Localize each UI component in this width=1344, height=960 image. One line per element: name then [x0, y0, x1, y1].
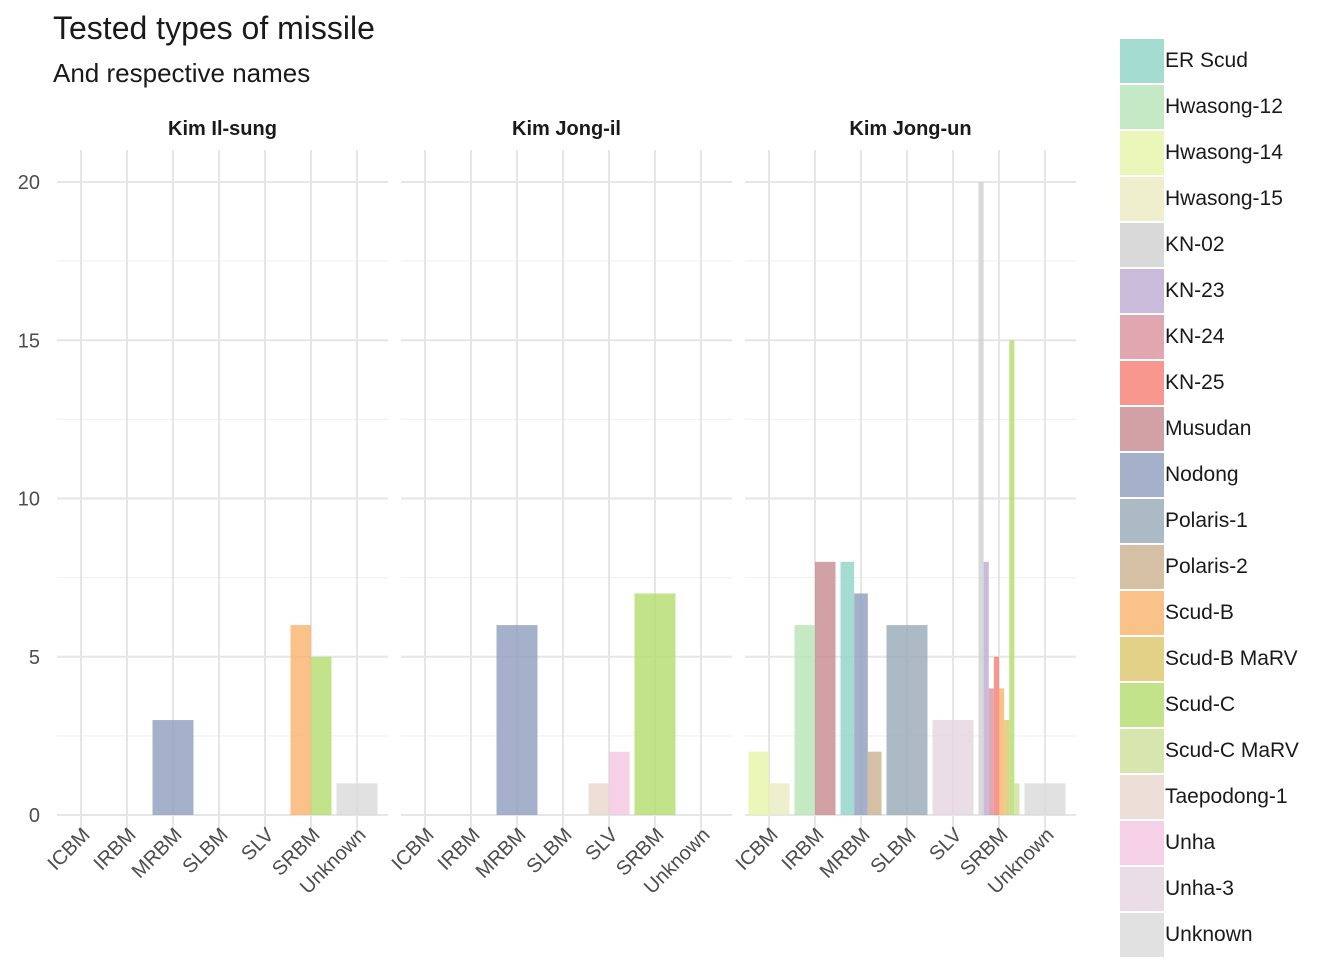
legend-key	[1120, 821, 1164, 865]
legend-key	[1120, 269, 1164, 313]
legend-label: KN-23	[1165, 279, 1225, 302]
bar-kim-il-sung-srbm-scud-c	[311, 656, 332, 815]
bar-kim-jong-il-slv-unha	[609, 751, 630, 815]
legend-key	[1120, 591, 1164, 635]
bar-kim-jong-un-icbm-hwasong-14	[748, 751, 769, 815]
bar-kim-jong-un-srbm-kn-24	[988, 688, 994, 815]
x-tick-label: SLBM	[522, 824, 576, 878]
bar-kim-jong-un-srbm-kn-25	[993, 656, 999, 815]
legend-label: Unknown	[1165, 923, 1253, 946]
y-tick-label: 0	[29, 805, 40, 827]
bar-kim-jong-un-unknown-unknown	[1024, 783, 1066, 815]
bar-kim-jong-un-srbm-scud-c	[1009, 340, 1015, 815]
x-tick-label: ICBM	[44, 824, 95, 875]
y-tick-label: 15	[18, 330, 40, 352]
legend-key	[1120, 775, 1164, 819]
legend-key	[1120, 729, 1164, 773]
legend-key	[1120, 499, 1164, 543]
legend-key	[1120, 39, 1164, 83]
legend-key	[1120, 637, 1164, 681]
legend-label: ER Scud	[1165, 49, 1248, 72]
legend-key	[1120, 913, 1164, 957]
legend-key	[1120, 453, 1164, 497]
legend-key	[1120, 315, 1164, 359]
legend-label: Hwasong-12	[1165, 95, 1283, 118]
legend-label: Polaris-2	[1165, 555, 1248, 578]
x-tick-label: MRBM	[816, 824, 875, 883]
panel-title-kim-jong-il: Kim Jong-il	[512, 118, 621, 140]
x-tick-label: SLBM	[866, 824, 920, 878]
legend-label: Scud-C	[1165, 693, 1236, 716]
legend-label: KN-25	[1165, 371, 1225, 394]
legend-label: Hwasong-14	[1165, 141, 1283, 164]
legend-key	[1120, 85, 1164, 129]
panel-title-kim-jong-un: Kim Jong-un	[849, 118, 971, 140]
x-tick-label: ICBM	[732, 824, 783, 875]
legend-label: Scud-B	[1165, 601, 1234, 624]
chart-subtitle: And respective names	[53, 58, 311, 88]
legend-label: Unha	[1165, 831, 1216, 854]
legend-label: Polaris-1	[1165, 509, 1248, 532]
bar-kim-jong-un-slbm-polaris-1	[886, 625, 928, 815]
legend-key	[1120, 223, 1164, 267]
legend-label: Scud-C MaRV	[1165, 739, 1299, 762]
legend-key	[1120, 545, 1164, 589]
legend-label: KN-02	[1165, 233, 1225, 256]
bar-kim-jong-un-slv-unha-3	[932, 720, 974, 815]
x-tick-label: SLBM	[178, 824, 232, 878]
bar-kim-il-sung-mrbm-nodong	[152, 720, 194, 815]
legend-key	[1120, 683, 1164, 727]
y-tick-label: 20	[18, 172, 40, 194]
bar-kim-jong-un-srbm-scud-b-marv	[1004, 720, 1010, 815]
bar-kim-il-sung-unknown-unknown	[336, 783, 378, 815]
bar-kim-jong-un-mrbm-er-scud	[840, 561, 855, 815]
bar-kim-jong-un-mrbm-nodong	[854, 593, 868, 815]
y-tick-label: 10	[18, 489, 40, 511]
x-tick-label: ICBM	[388, 824, 439, 875]
legend-key	[1120, 131, 1164, 175]
bar-kim-jong-un-icbm-hwasong-15	[769, 783, 790, 815]
bar-kim-jong-un-mrbm-polaris-2	[867, 751, 882, 815]
legend-label: Musudan	[1165, 417, 1252, 440]
legend-key	[1120, 361, 1164, 405]
bar-kim-jong-un-srbm-kn-02	[978, 182, 984, 815]
y-tick-label: 5	[29, 647, 40, 669]
bar-kim-jong-il-slv-taepodong-1	[588, 783, 609, 815]
bar-kim-jong-un-srbm-scud-c-marv	[1014, 783, 1020, 815]
bar-kim-jong-il-mrbm-nodong	[496, 625, 538, 815]
x-tick-label: MRBM	[128, 824, 187, 883]
chart-title: Tested types of missile	[53, 10, 375, 46]
panel-title-kim-il-sung: Kim Il-sung	[168, 118, 277, 140]
legend-label: Taepodong-1	[1165, 785, 1288, 808]
bar-kim-jong-il-srbm-scud-c	[634, 593, 676, 815]
bar-kim-jong-un-srbm-kn-23	[983, 561, 989, 815]
bar-kim-il-sung-srbm-scud-b	[290, 625, 311, 815]
x-tick-label: MRBM	[472, 824, 531, 883]
legend-label: Unha-3	[1165, 877, 1234, 900]
legend-label: Hwasong-15	[1165, 187, 1283, 210]
legend-key	[1120, 407, 1164, 451]
legend-label: KN-24	[1165, 325, 1225, 348]
bar-kim-jong-un-irbm-hwasong-12	[794, 625, 815, 815]
legend-key	[1120, 867, 1164, 911]
legend-key	[1120, 177, 1164, 221]
bar-kim-jong-un-irbm-musudan	[815, 561, 836, 815]
legend-label: Scud-B MaRV	[1165, 647, 1298, 670]
bar-kim-jong-un-srbm-scud-b	[999, 688, 1005, 815]
legend-label: Nodong	[1165, 463, 1239, 486]
